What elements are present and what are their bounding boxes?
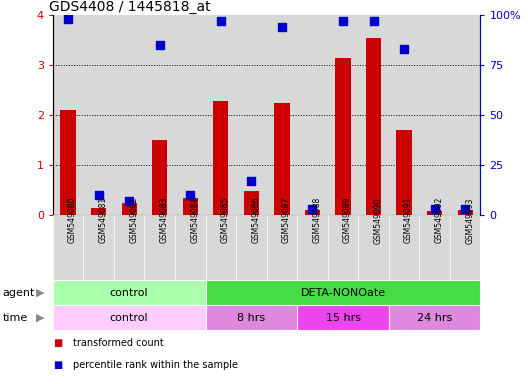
Text: GSM549085: GSM549085 — [221, 197, 230, 243]
Bar — [183, 197, 198, 215]
Bar — [175, 15, 205, 215]
Bar — [450, 215, 480, 280]
Bar — [205, 280, 480, 305]
Bar — [267, 15, 297, 215]
Bar — [389, 15, 419, 215]
Text: GSM549086: GSM549086 — [251, 197, 260, 243]
Text: ■: ■ — [53, 338, 62, 348]
Bar — [205, 305, 297, 330]
Point — [461, 206, 469, 212]
Point — [64, 16, 72, 22]
Bar — [114, 15, 145, 215]
Bar — [205, 15, 236, 215]
Point — [308, 206, 317, 212]
Bar — [359, 15, 389, 215]
Bar — [297, 15, 328, 215]
Bar — [297, 215, 328, 280]
Text: GSM549082: GSM549082 — [129, 197, 138, 243]
Text: GSM549091: GSM549091 — [404, 197, 413, 243]
Point — [186, 192, 194, 198]
Bar — [458, 210, 473, 215]
Bar — [152, 140, 167, 215]
Bar — [114, 215, 145, 280]
Bar — [175, 215, 205, 280]
Bar — [305, 210, 320, 215]
Text: GSM549081: GSM549081 — [99, 197, 108, 243]
Bar — [53, 305, 205, 330]
Text: GSM549080: GSM549080 — [68, 197, 77, 243]
Text: 8 hrs: 8 hrs — [237, 313, 266, 323]
Point — [156, 42, 164, 48]
Text: control: control — [110, 288, 148, 298]
Point — [247, 178, 256, 184]
Text: DETA-NONOate: DETA-NONOate — [300, 288, 385, 298]
Bar — [236, 15, 267, 215]
Bar — [397, 130, 412, 215]
Bar — [427, 211, 442, 215]
Text: GSM549088: GSM549088 — [313, 197, 322, 243]
Text: control: control — [110, 313, 148, 323]
Bar — [83, 15, 114, 215]
Bar — [297, 305, 389, 330]
Point — [278, 24, 286, 30]
Point — [125, 198, 134, 204]
Text: 15 hrs: 15 hrs — [325, 313, 361, 323]
Text: GSM549090: GSM549090 — [374, 197, 383, 243]
Point — [339, 18, 347, 25]
Bar — [53, 15, 83, 215]
Bar — [121, 203, 137, 215]
Bar — [389, 215, 419, 280]
Point — [400, 46, 408, 52]
Bar — [419, 15, 450, 215]
Text: percentile rank within the sample: percentile rank within the sample — [73, 360, 238, 370]
Bar — [450, 15, 480, 215]
Text: GSM549093: GSM549093 — [465, 197, 474, 243]
Text: GDS4408 / 1445818_at: GDS4408 / 1445818_at — [49, 0, 210, 14]
Bar — [419, 215, 450, 280]
Text: GSM549089: GSM549089 — [343, 197, 352, 243]
Bar — [274, 103, 289, 215]
Point — [95, 192, 103, 198]
Text: GSM549092: GSM549092 — [435, 197, 444, 243]
Point — [430, 206, 439, 212]
Bar — [328, 215, 359, 280]
Point — [216, 18, 225, 25]
Text: GSM549087: GSM549087 — [282, 197, 291, 243]
Bar — [236, 215, 267, 280]
Text: GSM549084: GSM549084 — [190, 197, 199, 243]
Bar — [366, 38, 381, 215]
Bar — [83, 215, 114, 280]
Text: ■: ■ — [53, 360, 62, 370]
Text: 24 hrs: 24 hrs — [417, 313, 452, 323]
Bar — [213, 101, 229, 215]
Bar — [145, 15, 175, 215]
Text: time: time — [3, 313, 28, 323]
Text: agent: agent — [3, 288, 35, 298]
Bar — [389, 305, 480, 330]
Bar — [91, 207, 106, 215]
Text: GSM549083: GSM549083 — [160, 197, 169, 243]
Text: ▶: ▶ — [36, 288, 44, 298]
Bar — [267, 215, 297, 280]
Point — [370, 18, 378, 25]
Bar — [145, 215, 175, 280]
Bar — [53, 280, 205, 305]
Text: transformed count: transformed count — [73, 338, 164, 348]
Bar — [244, 191, 259, 215]
Bar — [359, 215, 389, 280]
Bar — [205, 215, 236, 280]
Bar — [335, 58, 351, 215]
Text: ▶: ▶ — [36, 313, 44, 323]
Bar — [328, 15, 359, 215]
Bar — [60, 110, 76, 215]
Bar — [53, 215, 83, 280]
